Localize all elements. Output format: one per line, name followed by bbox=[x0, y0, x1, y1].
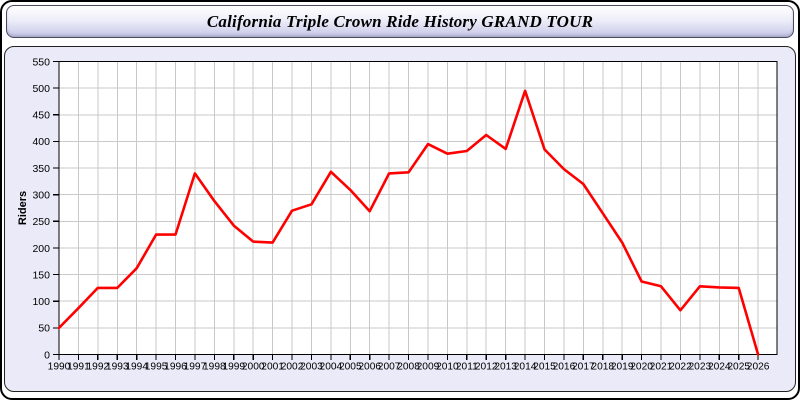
plot-area bbox=[59, 61, 777, 355]
x-tick-label: 2002 bbox=[281, 362, 304, 373]
y-tick-label: 250 bbox=[32, 216, 50, 228]
chart-title: California Triple Crown Ride History GRA… bbox=[206, 11, 594, 31]
x-tick-label: 2017 bbox=[572, 362, 595, 373]
x-axis: 1990199119921993199419951996199719981999… bbox=[48, 354, 770, 373]
x-tick-label: 2019 bbox=[611, 362, 634, 373]
y-tick-label: 0 bbox=[44, 349, 50, 361]
x-tick-label: 2012 bbox=[475, 362, 498, 373]
x-tick-label: 2025 bbox=[727, 362, 750, 373]
x-tick-label: 2011 bbox=[456, 362, 478, 373]
y-tick-label: 400 bbox=[32, 136, 50, 148]
x-tick-label: 1996 bbox=[164, 362, 187, 373]
x-tick-label: 2016 bbox=[553, 362, 576, 373]
x-tick-label: 1990 bbox=[48, 362, 71, 373]
x-tick-label: 2006 bbox=[358, 362, 381, 373]
y-tick-label: 550 bbox=[32, 56, 50, 68]
y-tick-label: 350 bbox=[32, 163, 50, 175]
y-tick-label: 450 bbox=[32, 110, 50, 122]
x-tick-label: 2014 bbox=[514, 362, 537, 373]
x-tick-label: 1995 bbox=[145, 362, 168, 373]
x-tick-label: 2003 bbox=[300, 362, 323, 373]
x-tick-label: 2020 bbox=[630, 362, 653, 373]
x-tick-label: 2022 bbox=[669, 362, 692, 373]
x-tick-label: 2024 bbox=[708, 362, 731, 373]
x-tick-label: 2026 bbox=[747, 362, 770, 373]
x-tick-label: 2021 bbox=[650, 362, 673, 373]
plot-border bbox=[58, 60, 778, 356]
x-tick-label: 2018 bbox=[591, 362, 614, 373]
x-tick-label: 2004 bbox=[320, 362, 343, 373]
x-tick-label: 2001 bbox=[261, 362, 284, 373]
x-tick-label: 1991 bbox=[67, 362, 90, 373]
x-tick-label: 2015 bbox=[533, 362, 556, 373]
riders-line bbox=[57, 89, 760, 356]
y-axis-label: Riders bbox=[17, 191, 29, 225]
x-tick-label: 2005 bbox=[339, 362, 362, 373]
x-tick-label: 1997 bbox=[184, 362, 207, 373]
x-tick-label: 2010 bbox=[436, 362, 459, 373]
y-tick-label: 300 bbox=[32, 189, 50, 201]
y-tick-label: 100 bbox=[32, 296, 50, 308]
y-tick-label: 50 bbox=[38, 323, 50, 335]
title-bar: California Triple Crown Ride History GRA… bbox=[6, 5, 794, 38]
x-tick-label: 2023 bbox=[689, 362, 712, 373]
x-tick-label: 2007 bbox=[378, 362, 401, 373]
x-tick-label: 2008 bbox=[397, 362, 420, 373]
x-tick-label: 2009 bbox=[417, 362, 440, 373]
x-tick-label: 1999 bbox=[222, 362, 245, 373]
y-tick-label: 200 bbox=[32, 243, 50, 255]
x-tick-label: 1994 bbox=[125, 362, 148, 373]
x-tick-label: 1992 bbox=[87, 362, 110, 373]
x-tick-label: 1998 bbox=[203, 362, 226, 373]
y-tick-label: 150 bbox=[32, 269, 50, 281]
x-tick-label: 2013 bbox=[494, 362, 517, 373]
x-tick-label: 1993 bbox=[106, 362, 129, 373]
y-tick-label: 500 bbox=[32, 83, 50, 95]
x-tick-label: 2000 bbox=[242, 362, 265, 373]
y-axis: 0 50 100 150 200 250 300 350 400 450 500 550 bbox=[32, 56, 59, 361]
